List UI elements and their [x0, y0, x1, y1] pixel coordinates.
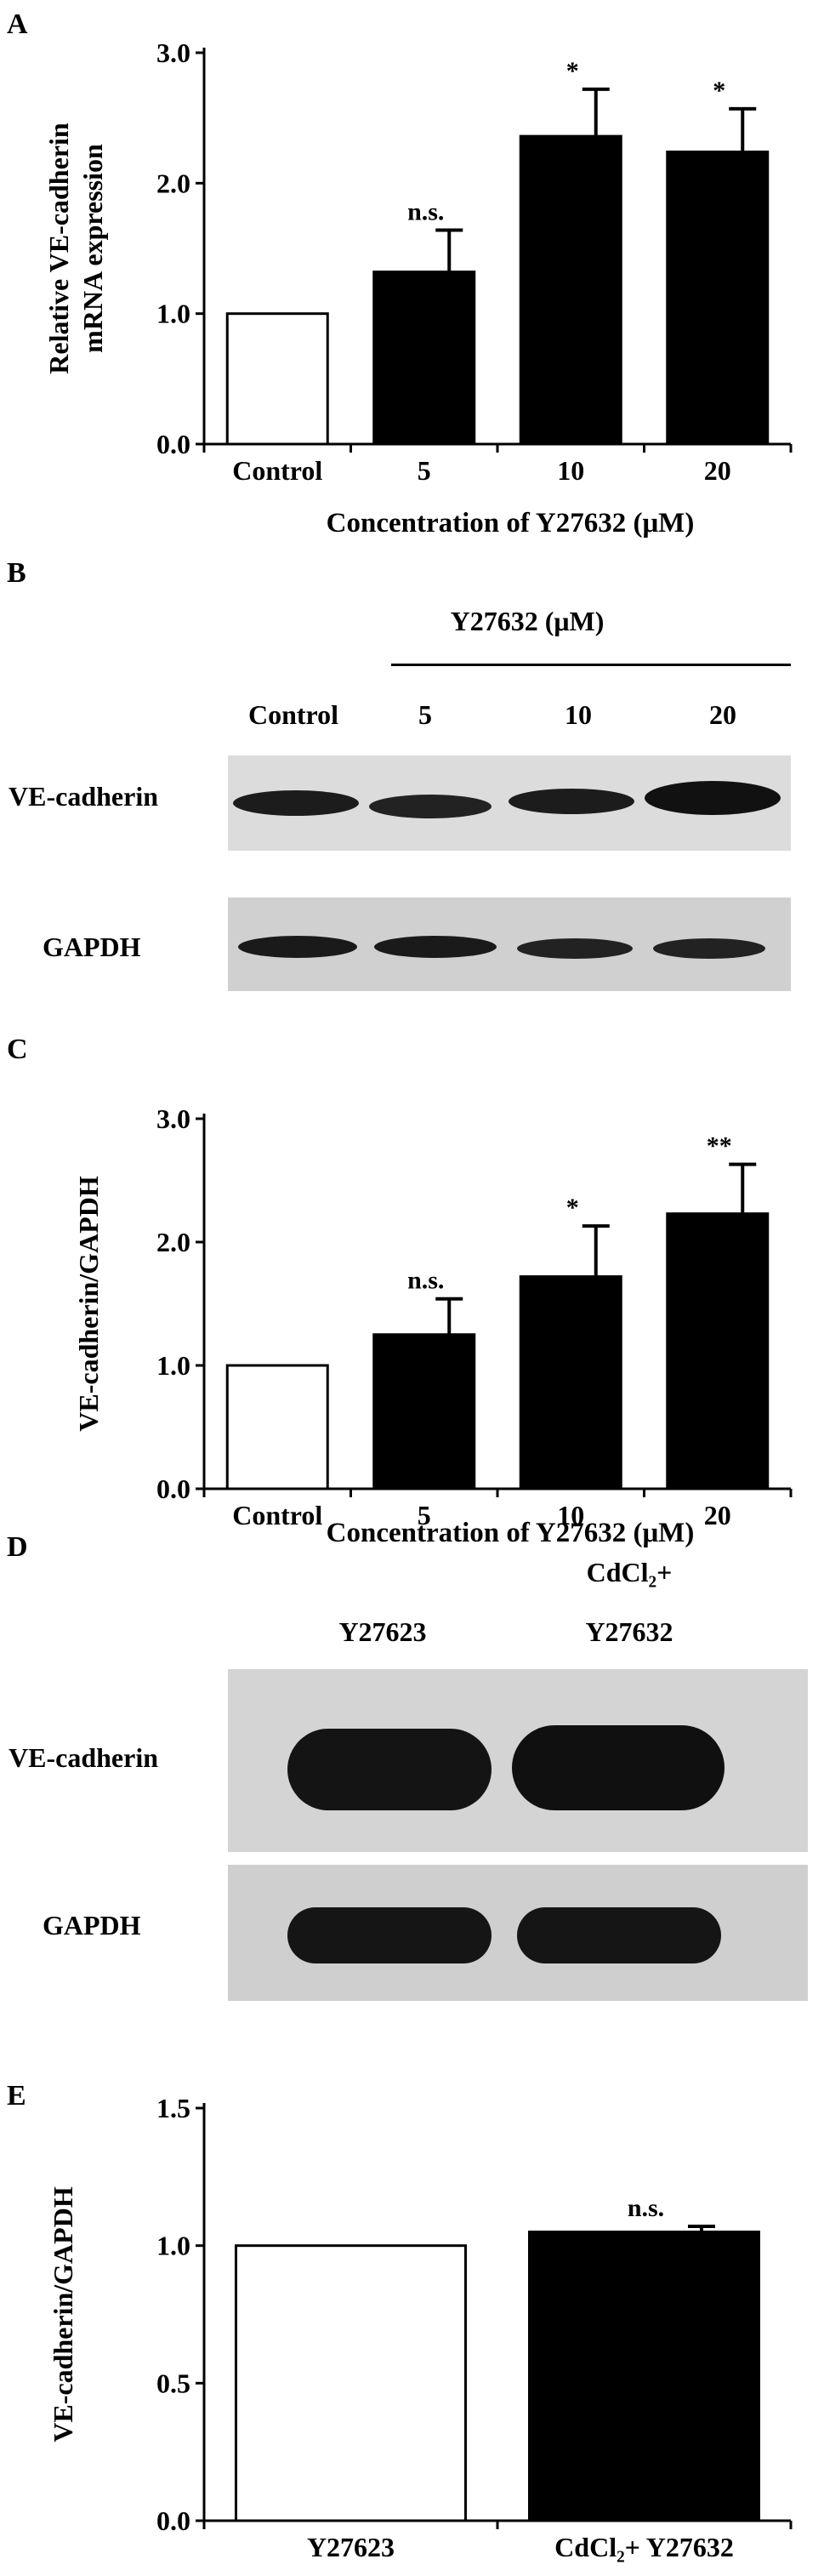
bar-5 — [372, 1333, 476, 1490]
y-tick-label: 2.0 — [156, 168, 190, 198]
panel-letter-b: B — [7, 557, 26, 589]
blot-d-lane-cdcl2-text: CdCl₂+ — [586, 1557, 673, 1587]
blot-b-treatment-header: Y27632 (μM) — [450, 606, 605, 636]
y-tick-label: 0.0 — [156, 2505, 190, 2536]
x-tick-label: 10 — [557, 1500, 584, 1530]
bar-20 — [666, 151, 770, 446]
blot-d-ve-cadherin-membrane — [228, 1669, 808, 1852]
y-tick-label: 3.0 — [156, 37, 190, 68]
blot-b-gapdh-membrane — [228, 898, 791, 991]
blot-d-lane-y27623: Y27623 — [338, 1616, 427, 1647]
blot-b-ve-cadherin-membrane — [228, 755, 791, 851]
y-axis-label: Relative VE-cadherin — [43, 123, 74, 374]
y-axis-label: VE-cadherin/GAPDH — [48, 2186, 78, 2442]
bar-control — [225, 1364, 329, 1490]
y-tick-label: 0.5 — [156, 2368, 190, 2398]
y-tick-label: 1.5 — [156, 2093, 190, 2123]
bar-10 — [519, 1275, 622, 1490]
blot-d-lane-y27632: Y27632 — [585, 1616, 673, 1647]
significance-label: n.s. — [407, 198, 444, 226]
x-axis-label: Concentration of Y27632 (μM) — [327, 1518, 695, 1548]
blot-d-gapdh-bands — [287, 1907, 721, 1963]
blot-b-lane-control: Control — [247, 699, 339, 730]
y-axis-label: VE-cadherin/GAPDH — [73, 1176, 104, 1432]
blot-b-lane-10: 10 — [565, 699, 592, 730]
y-tick-label: 0.0 — [156, 429, 190, 459]
bar-control — [225, 312, 329, 446]
blot-b-gapdh-bands — [238, 936, 765, 959]
y-tick-label: 0.0 — [156, 1473, 190, 1504]
significance-label: * — [566, 1194, 579, 1222]
chart-c-ve-cadherin-gapdh: 0.0 1.0 2.0 3.0 Control n.s. 5 * 10 ** 20 VE-cadher… — [73, 1103, 793, 1548]
x-axis-label: Concentration of Y27632 (μM) — [327, 508, 695, 539]
blot-d-row-label-ve-cadherin: VE-cadherin — [9, 1742, 158, 1773]
x-tick-label: Y27623 — [307, 2532, 395, 2562]
y-tick-label: 1.0 — [156, 299, 190, 329]
y-tick-label: 3.0 — [156, 1103, 190, 1134]
significance-label: ** — [707, 1132, 732, 1160]
panel-letter-e: E — [7, 2080, 26, 2112]
significance-label: * — [713, 77, 725, 105]
y-tick-label: 1.0 — [156, 1350, 190, 1381]
blot-d-lane-cdcl2-line1: CdCl₂+ — [561, 1557, 697, 1588]
x-tick-label: 5 — [418, 455, 431, 486]
blot-d-gapdh-membrane — [228, 1865, 808, 2001]
x-tick-label: 20 — [704, 1500, 731, 1530]
panel-letter-d: D — [7, 1531, 28, 1563]
panel-letter-a: A — [7, 9, 28, 40]
y-tick-label: 1.0 — [156, 2231, 190, 2261]
bar-20 — [666, 1212, 770, 1490]
blot-b-header-line — [391, 664, 791, 666]
blot-b-lane-20: 20 — [709, 699, 736, 730]
bar-10 — [519, 134, 622, 446]
bar-y27623 — [235, 2244, 467, 2522]
chart-a-mrna-expression: 0.0 1.0 2.0 3.0 Control n.s. 5 * 10 * 20 Relative V… — [43, 37, 793, 539]
chart-e-ve-cadherin-gapdh: 0.0 0.5 1.0 1.5 Y27623 n.s. CdCl₂+ Y27632 VE-ca… — [48, 2093, 793, 2562]
x-tick-label: Control — [232, 455, 322, 486]
x-tick-label: Control — [232, 1500, 322, 1530]
bar-cdcl-y27632 — [528, 2231, 760, 2522]
bar-5 — [372, 271, 476, 446]
blot-d-row-label-gapdh: GAPDH — [43, 1910, 141, 1941]
blot-b-lane-5: 5 — [418, 699, 432, 730]
x-tick-label: 5 — [418, 1500, 431, 1530]
blot-b-ve-cadherin-bands — [233, 781, 781, 818]
significance-label: * — [566, 57, 579, 85]
y-axis-label: mRNA expression — [77, 144, 108, 353]
significance-label: n.s. — [628, 2194, 664, 2222]
x-tick-label: 10 — [557, 455, 584, 486]
significance-label: n.s. — [407, 1267, 444, 1295]
blot-b-row-label-ve-cadherin: VE-cadherin — [9, 781, 158, 812]
x-tick-label: CdCl₂+ Y27632 — [554, 2532, 734, 2562]
blot-b-row-label-gapdh: GAPDH — [43, 932, 141, 962]
y-tick-label: 2.0 — [156, 1227, 190, 1257]
panel-letter-c: C — [7, 1034, 28, 1065]
blot-d-ve-cadherin-bands — [287, 1725, 725, 1810]
x-tick-label: 20 — [704, 455, 731, 486]
